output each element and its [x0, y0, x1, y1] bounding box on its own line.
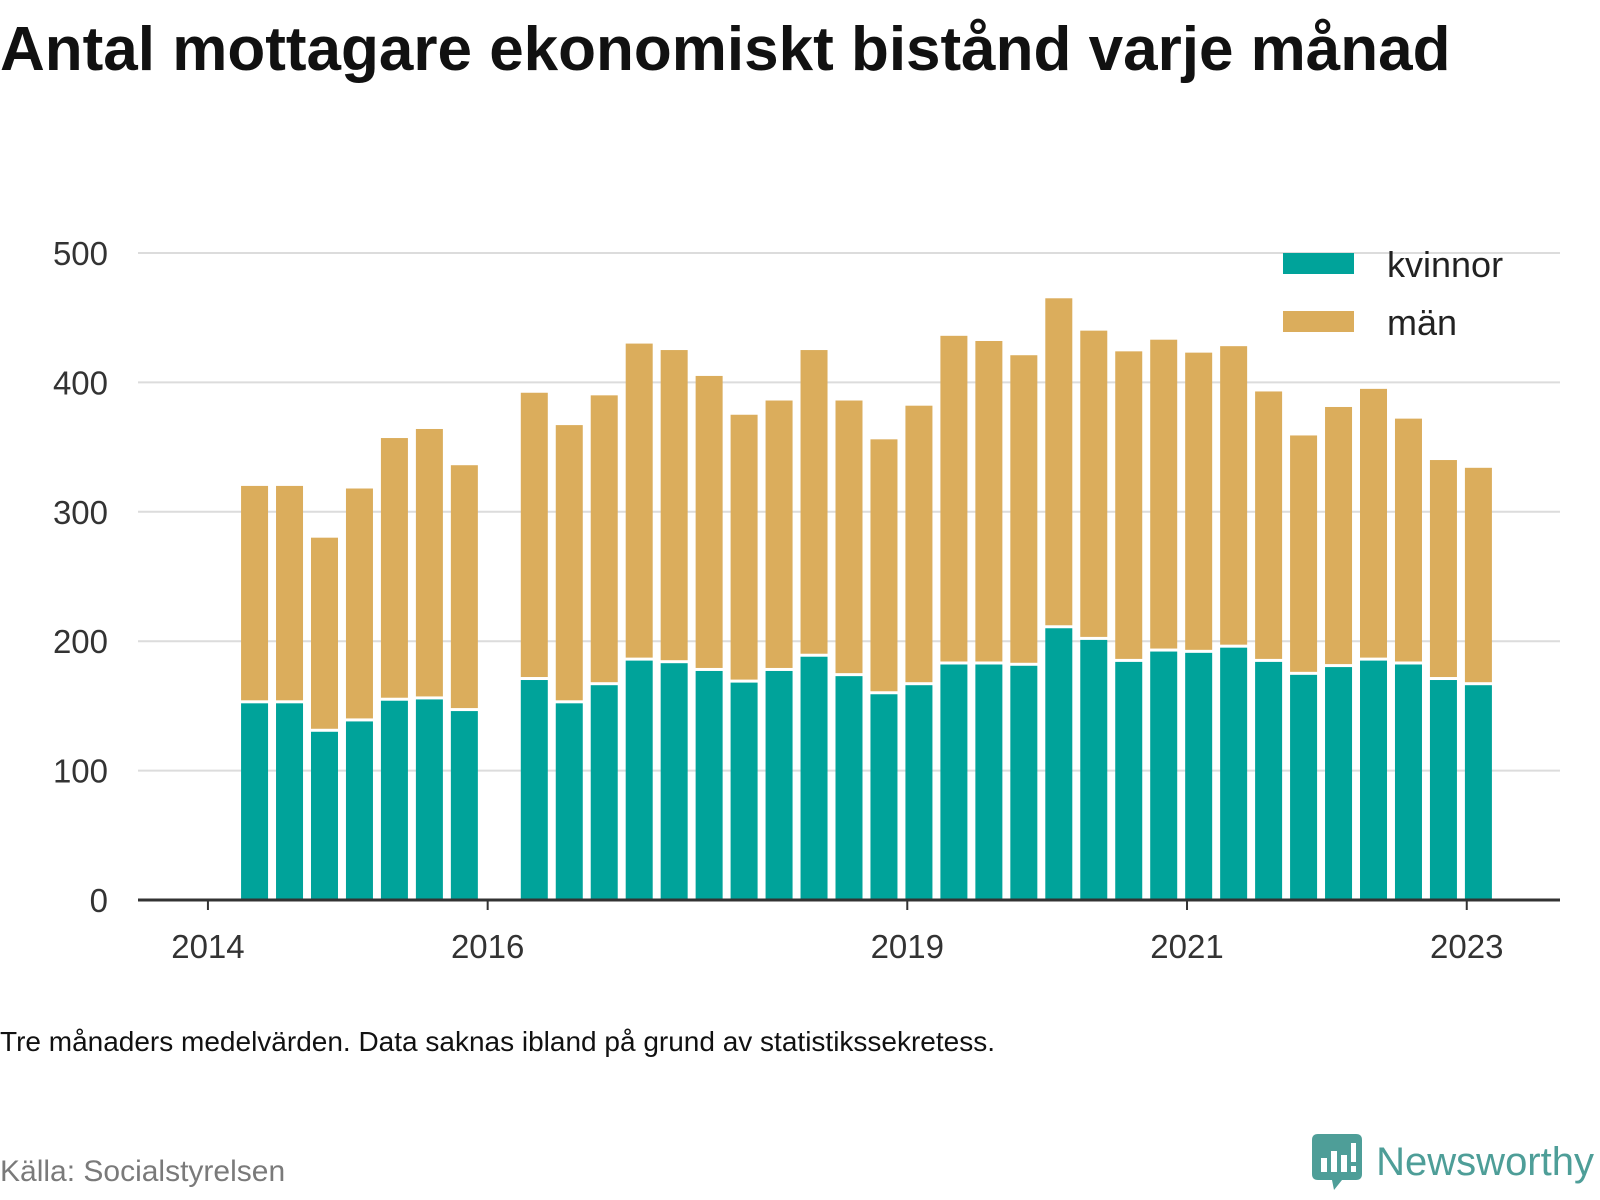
bar-man-2015-05 — [380, 438, 408, 698]
bar-man-2020-11 — [1150, 339, 1178, 649]
bar-man-2019-11 — [1010, 355, 1038, 663]
bar-man-2021-05 — [1220, 346, 1248, 645]
bar-kvinnor-2020-11 — [1150, 651, 1178, 900]
y-tick-label-400: 400 — [53, 364, 108, 401]
x-tick-label-2014: 2014 — [171, 928, 244, 965]
source-credit: Källa: Socialstyrelsen — [0, 1155, 286, 1188]
bar-kvinnor-2017-11 — [730, 682, 758, 900]
legend-swatch-man — [1283, 311, 1354, 332]
y-tick-label-0: 0 — [90, 882, 108, 919]
bar-kvinnor-2014-08 — [276, 703, 304, 900]
bar-man-2016-08 — [555, 425, 583, 701]
bar-man-2016-05 — [520, 392, 548, 678]
bar-man-2015-02 — [345, 488, 373, 719]
y-tick-label-200: 200 — [53, 623, 108, 660]
bar-man-2014-05 — [241, 485, 269, 701]
bar-man-2018-02 — [765, 400, 793, 668]
x-tick-label-2019: 2019 — [871, 928, 944, 965]
bar-kvinnor-2015-08 — [415, 699, 443, 900]
bar-man-2017-05 — [660, 350, 688, 661]
bar-man-2014-11 — [310, 537, 338, 729]
bars — [241, 298, 1492, 900]
bar-kvinnor-2019-08 — [975, 664, 1003, 900]
bar-man-2022-02 — [1325, 406, 1353, 665]
y-tick-label-300: 300 — [53, 494, 108, 531]
bar-kvinnor-2020-02 — [1045, 628, 1073, 900]
bar-kvinnor-2018-05 — [800, 656, 828, 900]
bar-man-2017-11 — [730, 414, 758, 680]
bar-man-2017-08 — [695, 375, 723, 668]
bar-kvinnor-2022-11 — [1429, 680, 1457, 900]
bar-man-2021-11 — [1290, 435, 1318, 672]
bar-man-2022-05 — [1360, 388, 1388, 658]
bar-kvinnor-2017-08 — [695, 670, 723, 900]
chart-footnote: Tre månaders medelvärden. Data saknas ib… — [0, 1026, 996, 1057]
bar-kvinnor-2014-05 — [241, 703, 269, 900]
bar-kvinnor-2022-02 — [1325, 667, 1353, 900]
bar-man-2016-11 — [590, 395, 618, 683]
axes: 0 100 200 300 400 500 2014 2016 2019 2021 2023 — [53, 235, 1560, 965]
bar-man-2020-05 — [1080, 330, 1108, 637]
bar-kvinnor-2016-08 — [555, 703, 583, 900]
bar-kvinnor-2016-05 — [520, 680, 548, 900]
legend: kvinnor män — [1283, 244, 1503, 343]
bar-man-2015-08 — [415, 428, 443, 697]
bar-man-2015-11 — [450, 465, 478, 709]
bar-kvinnor-2020-08 — [1115, 661, 1143, 900]
legend-label-kvinnor: kvinnor — [1387, 244, 1503, 285]
bar-kvinnor-2019-02 — [905, 685, 933, 900]
bar-kvinnor-2018-08 — [835, 676, 863, 900]
logo-wordmark: Newsworthy — [1376, 1140, 1594, 1184]
bar-man-2018-05 — [800, 350, 828, 654]
bar-kvinnor-2018-11 — [870, 694, 898, 900]
bar-kvinnor-2021-08 — [1255, 661, 1283, 900]
bar-man-2019-02 — [905, 405, 933, 683]
newsworthy-logo: Newsworthy — [1312, 1134, 1594, 1190]
stacked-bar-chart: 0 100 200 300 400 500 2014 2016 2019 2021 2023 kvi… — [53, 235, 1560, 965]
x-tick-label-2021: 2021 — [1150, 928, 1223, 965]
bar-kvinnor-2022-08 — [1394, 664, 1422, 900]
bar-kvinnor-2017-02 — [625, 660, 653, 900]
x-tick-label-2023: 2023 — [1430, 928, 1503, 965]
bar-kvinnor-2015-11 — [450, 711, 478, 900]
bar-kvinnor-2019-05 — [940, 664, 968, 900]
bar-man-2019-05 — [940, 335, 968, 662]
bar-man-2023-02 — [1464, 467, 1492, 683]
legend-swatch-kvinnor — [1283, 253, 1354, 274]
bar-kvinnor-2015-05 — [380, 700, 408, 900]
x-tick-label-2016: 2016 — [451, 928, 524, 965]
bar-man-2021-08 — [1255, 391, 1283, 659]
bar-kvinnor-2020-05 — [1080, 639, 1108, 900]
bar-kvinnor-2018-02 — [765, 670, 793, 900]
y-tick-label-500: 500 — [53, 235, 108, 272]
bar-kvinnor-2019-11 — [1010, 665, 1038, 900]
legend-label-man: män — [1387, 302, 1457, 343]
bar-man-2018-08 — [835, 400, 863, 674]
bar-man-2022-11 — [1429, 460, 1457, 678]
bar-man-2018-11 — [870, 439, 898, 692]
bar-man-2021-02 — [1185, 352, 1213, 650]
bar-man-2017-02 — [625, 343, 653, 658]
bar-kvinnor-2014-11 — [310, 731, 338, 900]
bar-kvinnor-2021-02 — [1185, 652, 1213, 900]
bar-man-2014-08 — [276, 485, 304, 701]
bar-man-2020-02 — [1045, 298, 1073, 626]
bar-kvinnor-2015-02 — [345, 721, 373, 900]
bar-kvinnor-2021-11 — [1290, 674, 1318, 900]
bar-man-2022-08 — [1394, 418, 1422, 662]
bar-kvinnor-2017-05 — [660, 663, 688, 900]
bar-kvinnor-2023-02 — [1464, 685, 1492, 900]
bar-man-2020-08 — [1115, 351, 1143, 659]
y-tick-label-100: 100 — [53, 753, 108, 790]
bar-kvinnor-2016-11 — [590, 685, 618, 900]
chart-title: Antal mottagare ekonomiskt bistånd varje… — [0, 15, 1451, 84]
bar-chart-speech-bubble-icon — [1312, 1134, 1363, 1190]
bar-man-2019-08 — [975, 340, 1003, 662]
bar-kvinnor-2021-05 — [1220, 647, 1248, 900]
bar-kvinnor-2022-05 — [1360, 660, 1388, 900]
